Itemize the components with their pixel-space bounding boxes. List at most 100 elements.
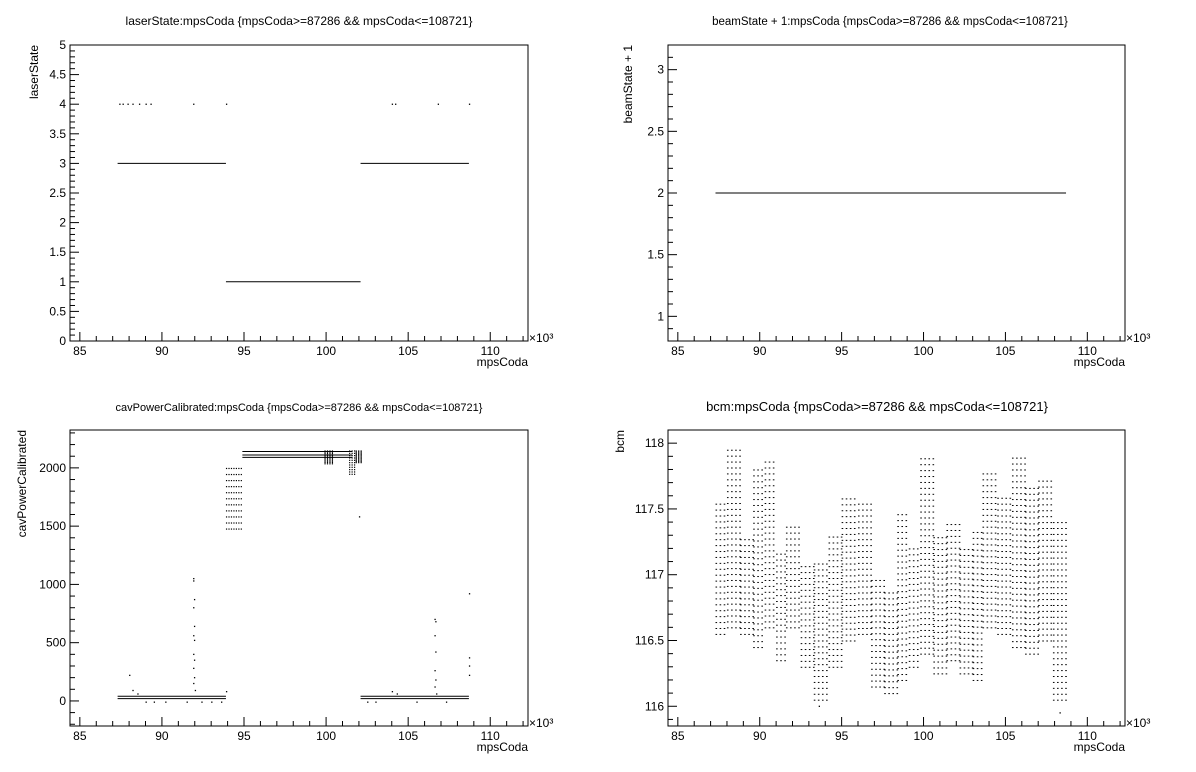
data-point <box>1065 658 1067 660</box>
data-point <box>1029 635 1031 637</box>
data-point <box>997 580 999 582</box>
data-point <box>739 461 741 463</box>
data-point <box>1011 641 1014 643</box>
data-point <box>768 508 771 510</box>
data-point <box>715 592 718 594</box>
data-point <box>959 608 962 610</box>
data-point <box>905 614 908 616</box>
data-point <box>1037 588 1039 590</box>
data-point <box>800 619 803 621</box>
data-point <box>990 508 993 510</box>
data-point <box>896 627 899 629</box>
data-point <box>735 603 737 605</box>
data-point <box>1033 553 1035 555</box>
data-point <box>853 634 856 636</box>
data-point <box>761 528 763 530</box>
data-point <box>901 632 904 634</box>
data-point <box>715 515 718 517</box>
data-point <box>932 476 935 478</box>
data-point <box>928 624 931 626</box>
data-point <box>994 503 997 505</box>
data-point <box>933 554 935 556</box>
data-point <box>1037 635 1039 637</box>
data-point <box>879 609 881 611</box>
data-point <box>349 455 351 457</box>
data-point <box>790 532 792 534</box>
data-point <box>1011 534 1014 536</box>
data-point <box>862 545 864 547</box>
data-point <box>1042 634 1044 636</box>
data-point <box>1050 616 1053 618</box>
data-point <box>896 616 899 618</box>
data-point <box>225 473 228 476</box>
data-point <box>897 679 899 681</box>
data-point <box>785 562 788 564</box>
data-point <box>211 701 213 703</box>
data-point <box>122 103 124 105</box>
data-point <box>946 630 949 632</box>
data-point <box>963 620 966 622</box>
data-point <box>726 461 729 463</box>
data-point <box>928 606 931 608</box>
data-point <box>193 659 196 661</box>
data-point <box>739 532 741 534</box>
data-point <box>916 660 919 662</box>
data-point <box>1009 521 1012 523</box>
data-point <box>752 604 754 606</box>
data-point <box>982 473 985 475</box>
data-point <box>871 627 873 629</box>
data-point <box>866 622 868 624</box>
data-point <box>1050 533 1053 535</box>
data-point <box>1042 628 1044 630</box>
data-point <box>997 551 999 553</box>
data-point <box>1065 699 1067 701</box>
data-point <box>994 485 997 487</box>
data-point <box>888 639 890 641</box>
data-point <box>1038 516 1040 518</box>
data-point <box>945 560 948 562</box>
data-point <box>800 583 803 585</box>
data-point <box>1005 598 1008 600</box>
data-point <box>1061 528 1063 530</box>
data-point <box>1009 551 1012 553</box>
data-point <box>862 610 864 612</box>
data-point <box>752 622 754 624</box>
data-point <box>739 615 741 617</box>
data-point <box>757 629 759 631</box>
data-point <box>1057 681 1059 683</box>
data-point <box>883 662 885 664</box>
data-point <box>840 607 843 609</box>
data-point <box>1038 510 1040 512</box>
x-tick-label: 95 <box>835 729 849 743</box>
data-point <box>932 576 935 578</box>
data-point <box>1042 492 1044 494</box>
data-point <box>355 451 357 453</box>
data-point <box>994 556 997 558</box>
data-point <box>329 454 331 456</box>
data-point <box>980 656 983 658</box>
data-point <box>871 686 873 688</box>
data-point <box>739 609 741 611</box>
data-point <box>828 607 831 609</box>
data-point <box>1046 480 1048 482</box>
data-point <box>1050 516 1053 518</box>
data-point <box>715 539 718 541</box>
data-point <box>870 551 872 553</box>
data-point <box>794 591 796 593</box>
data-point <box>1024 558 1026 560</box>
data-point <box>1001 568 1003 570</box>
data-point <box>963 602 966 604</box>
data-point <box>349 466 351 468</box>
data-point <box>994 574 997 576</box>
data-point <box>972 626 975 628</box>
data-point <box>1038 622 1040 624</box>
data-point <box>1011 617 1014 619</box>
data-point <box>832 637 835 639</box>
data-point <box>228 510 230 512</box>
data-point <box>932 635 935 637</box>
data-point <box>757 635 759 637</box>
data-point <box>920 541 922 543</box>
data-point <box>813 634 816 636</box>
data-point <box>853 640 856 642</box>
data-point <box>1001 592 1003 594</box>
